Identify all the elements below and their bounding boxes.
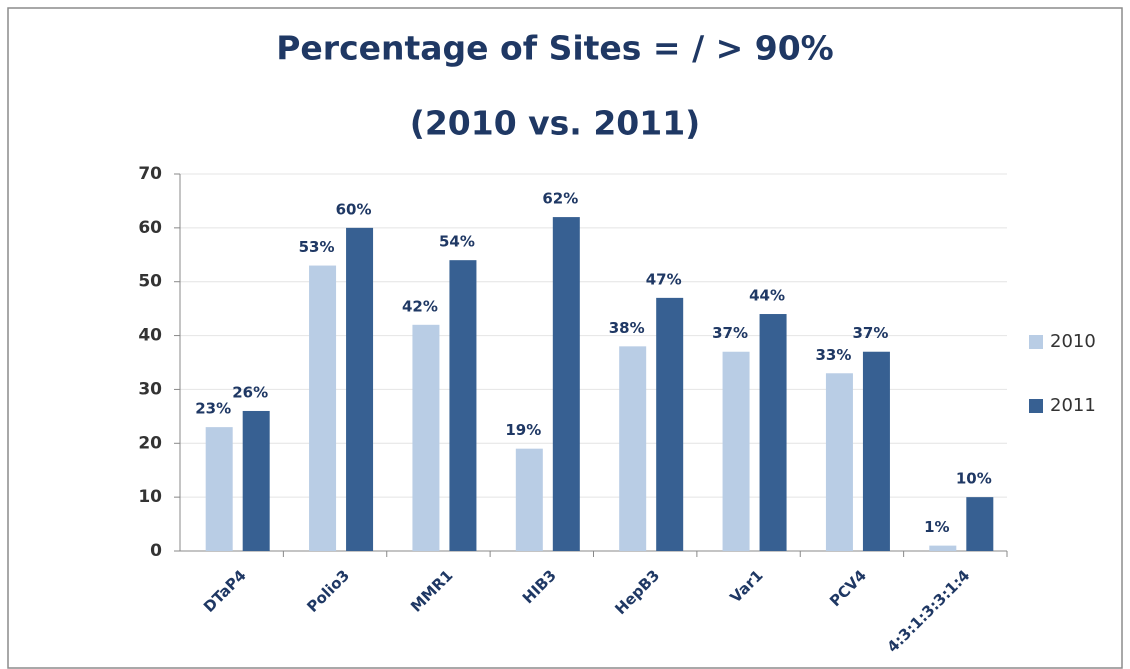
bar — [862, 351, 890, 551]
value-label: 38% — [609, 319, 645, 337]
value-label: 62% — [542, 190, 578, 208]
legend-label: 2011 — [1050, 395, 1096, 416]
value-label: 10% — [956, 470, 992, 488]
bar — [449, 260, 477, 551]
chart-subtitle: (2010 vs. 2011) — [410, 104, 701, 143]
y-tick-label: 40 — [138, 326, 162, 346]
y-tick-label: 60 — [138, 218, 162, 238]
value-label: 1% — [924, 518, 949, 536]
bar — [346, 227, 374, 551]
bar — [929, 545, 957, 551]
value-label: 47% — [646, 270, 682, 288]
bar — [552, 217, 580, 552]
chart-title: Percentage of Sites = / > 90% — [276, 29, 834, 68]
bar — [619, 346, 647, 551]
bar — [515, 448, 543, 551]
bar — [309, 265, 337, 551]
bar — [759, 314, 787, 551]
value-label: 23% — [195, 400, 231, 418]
y-tick-label: 70 — [138, 164, 162, 184]
y-tick-label: 50 — [138, 272, 162, 292]
y-tick-label: 10 — [138, 487, 162, 507]
legend-swatch — [1029, 399, 1043, 413]
bar — [205, 427, 233, 551]
value-label: 19% — [505, 421, 541, 439]
y-tick-label: 0 — [150, 541, 162, 561]
value-label: 42% — [402, 297, 438, 315]
y-tick-label: 20 — [138, 433, 162, 453]
value-label: 26% — [232, 383, 268, 401]
y-tick-label: 30 — [138, 379, 162, 399]
bar — [242, 410, 270, 551]
bar — [656, 297, 684, 551]
value-label: 53% — [299, 238, 335, 256]
value-label: 33% — [815, 346, 851, 364]
legend-swatch — [1029, 335, 1043, 349]
bar — [825, 373, 853, 551]
bar — [966, 497, 994, 551]
value-label: 44% — [749, 287, 785, 305]
bar — [412, 324, 440, 551]
value-label: 37% — [852, 324, 888, 342]
value-label: 60% — [336, 200, 372, 218]
value-label: 37% — [712, 324, 748, 342]
legend-label: 2010 — [1050, 331, 1096, 352]
bar — [722, 351, 750, 551]
value-label: 54% — [439, 233, 475, 251]
